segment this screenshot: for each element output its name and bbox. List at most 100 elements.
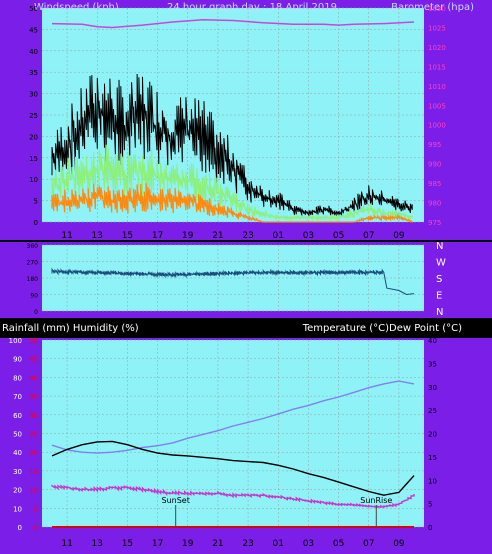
wind-x-tick: 17 <box>152 231 163 241</box>
barometer-line <box>51 18 415 29</box>
sun-annotation: SunRise <box>360 496 392 505</box>
rain-y-tick: 5 <box>34 505 38 513</box>
annotations: SunSet SunRise <box>162 496 392 527</box>
compass-label: W <box>436 258 446 269</box>
wind-x-tick: 13 <box>92 231 103 241</box>
rain-y-tick: 40 <box>29 374 38 382</box>
baro-y-tick: 1010 <box>428 83 446 91</box>
direction-y-tick: 360 <box>27 243 39 250</box>
rain-y-tick: 35 <box>29 393 38 401</box>
wind-axis-label: Windspeed (kph) <box>34 2 119 13</box>
temp-x-tick: 19 <box>182 539 194 549</box>
wind-x-tick: 09 <box>393 231 405 241</box>
temp-x-tick: 17 <box>152 539 163 549</box>
humidity-y-tick: 30 <box>13 468 22 476</box>
humidity-line <box>51 484 415 509</box>
wind-y-tick: 5 <box>34 198 38 206</box>
temp-y-tick: 35 <box>428 360 437 368</box>
humidity-y-tick: 0 <box>18 524 22 532</box>
rain-y-tick: 30 <box>29 412 38 420</box>
chart-title: 24 hour graph day : 18 April 2019 <box>167 2 337 13</box>
humidity-y-tick: 80 <box>13 374 22 382</box>
temp-x-tick: 07 <box>363 539 374 549</box>
temp-y-tick: 0 <box>428 524 432 532</box>
baro-y-tick: 1030 <box>428 5 446 13</box>
direction-y-tick: 0 <box>34 309 38 316</box>
baro-y-tick: 995 <box>428 141 441 149</box>
humidity-y-tick: 70 <box>13 393 22 401</box>
baro-y-tick: 980 <box>428 200 441 208</box>
wind-x-tick: 19 <box>182 231 194 241</box>
humidity-y-tick: 90 <box>13 356 22 364</box>
baro-y-tick: 1015 <box>428 63 446 71</box>
baro-y-tick: 985 <box>428 180 441 188</box>
temp-y-tick: 10 <box>428 477 437 485</box>
humidity-y-tick: 10 <box>13 505 22 513</box>
direction-y-tick: 180 <box>27 276 39 283</box>
temp-x-tick: 01 <box>273 539 284 549</box>
wind-x-tick: 21 <box>212 231 223 241</box>
series-lines <box>51 18 415 528</box>
rain-y-tick: 15 <box>29 468 38 476</box>
temp-x-tick: 03 <box>303 539 314 549</box>
temp-x-tick: 11 <box>61 539 72 549</box>
wind-x-tick: 07 <box>363 231 374 241</box>
rain-y-tick: 10 <box>29 487 38 495</box>
wind-line <box>51 144 413 222</box>
barometer-axis-label: Barometer (hpa) <box>391 2 474 13</box>
temp-x-tick: 13 <box>92 539 103 549</box>
temp-y-tick: 20 <box>428 431 437 439</box>
temp-x-tick: 09 <box>393 539 405 549</box>
compass-label: N <box>436 241 443 252</box>
wind-x-tick: 11 <box>61 231 72 241</box>
compass-label: E <box>436 291 442 302</box>
wind-x-tick: 01 <box>273 231 284 241</box>
temp-y-tick: 30 <box>428 384 437 392</box>
humidity-y-tick: 50 <box>13 431 22 439</box>
wind-y-tick: 25 <box>29 112 38 120</box>
temp-x-tick: 21 <box>212 539 223 549</box>
wind-x-tick: 23 <box>242 231 253 241</box>
temp-x-tick: 05 <box>333 539 344 549</box>
rain-y-tick: 20 <box>29 449 38 457</box>
rain-y-tick: 0 <box>34 524 38 532</box>
sun-annotation: SunSet <box>162 496 190 505</box>
humidity-y-tick: 40 <box>13 449 22 457</box>
wind-x-tick: 15 <box>122 231 133 241</box>
wind-y-tick: 15 <box>29 155 38 163</box>
grid-lines <box>42 7 424 528</box>
temperature-line <box>51 380 415 454</box>
temp-x-tick: 15 <box>122 539 133 549</box>
temp-x-tick: 23 <box>242 539 253 549</box>
wind-y-tick: 0 <box>34 219 38 227</box>
wind-y-tick: 50 <box>29 5 38 13</box>
tick-labels: 0510152025303540455097598098599099510001… <box>9 5 446 549</box>
compass-label: S <box>436 274 442 285</box>
baro-y-tick: 990 <box>428 161 441 169</box>
rain-y-tick: 45 <box>29 356 38 364</box>
baro-y-tick: 1025 <box>428 24 446 32</box>
direction-y-tick: 270 <box>27 260 39 267</box>
wind-x-tick: 05 <box>333 231 344 241</box>
dewpoint-line <box>51 440 415 496</box>
wind-y-tick: 40 <box>29 48 38 56</box>
wind-y-tick: 30 <box>29 91 38 99</box>
baro-y-tick: 975 <box>428 219 441 227</box>
wind-y-tick: 20 <box>29 133 38 141</box>
wind-avg-line <box>51 183 413 223</box>
temp-y-tick: 25 <box>428 407 437 415</box>
wind-y-tick: 35 <box>29 69 38 77</box>
direction-y-tick: 90 <box>30 293 38 300</box>
rain-y-tick: 25 <box>29 431 38 439</box>
gust-line <box>51 73 413 217</box>
temp-y-tick: 5 <box>428 501 432 509</box>
temp-y-tick: 15 <box>428 454 437 462</box>
baro-y-tick: 1000 <box>428 122 446 130</box>
wind-y-tick: 45 <box>29 26 38 34</box>
direction-line <box>51 267 415 296</box>
humidity-y-tick: 20 <box>13 487 22 495</box>
temp-y-tick: 40 <box>428 337 437 345</box>
compass-label: N <box>436 307 443 318</box>
rain-humidity-axis-label: Rainfall (mm) Humidity (%) <box>2 323 139 334</box>
